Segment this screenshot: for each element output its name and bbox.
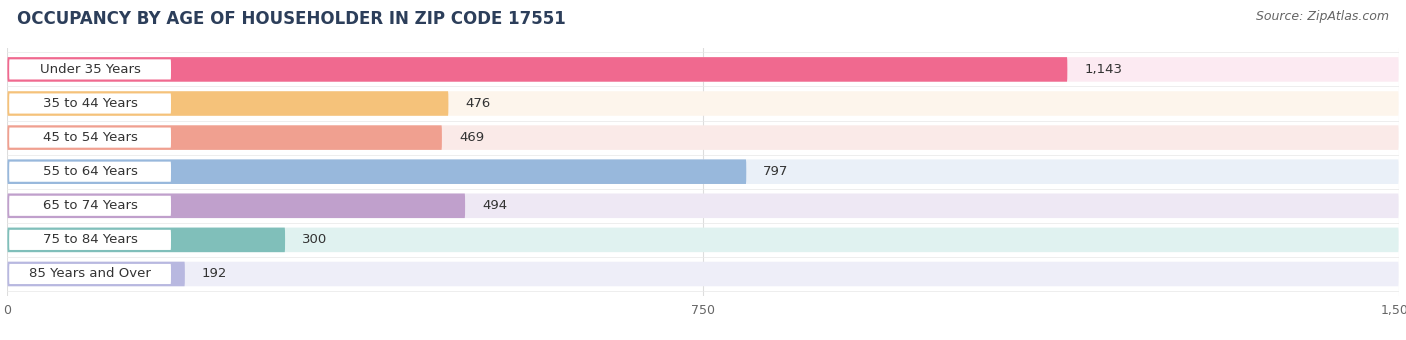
FancyBboxPatch shape — [7, 159, 747, 184]
FancyBboxPatch shape — [7, 91, 1399, 116]
FancyBboxPatch shape — [7, 125, 441, 150]
FancyBboxPatch shape — [7, 193, 465, 218]
FancyBboxPatch shape — [10, 196, 172, 216]
Text: Under 35 Years: Under 35 Years — [39, 63, 141, 76]
Text: OCCUPANCY BY AGE OF HOUSEHOLDER IN ZIP CODE 17551: OCCUPANCY BY AGE OF HOUSEHOLDER IN ZIP C… — [17, 10, 565, 28]
Text: 192: 192 — [202, 268, 228, 280]
Text: 85 Years and Over: 85 Years and Over — [30, 268, 150, 280]
Text: 1,143: 1,143 — [1084, 63, 1122, 76]
Text: 75 to 84 Years: 75 to 84 Years — [42, 233, 138, 246]
FancyBboxPatch shape — [10, 230, 172, 250]
FancyBboxPatch shape — [7, 125, 1399, 150]
Text: 35 to 44 Years: 35 to 44 Years — [42, 97, 138, 110]
Text: 65 to 74 Years: 65 to 74 Years — [42, 199, 138, 212]
FancyBboxPatch shape — [10, 128, 172, 148]
FancyBboxPatch shape — [10, 264, 172, 284]
FancyBboxPatch shape — [10, 162, 172, 182]
FancyBboxPatch shape — [7, 91, 449, 116]
FancyBboxPatch shape — [7, 227, 285, 252]
FancyBboxPatch shape — [7, 193, 1399, 218]
Text: 797: 797 — [763, 165, 789, 178]
Text: 494: 494 — [482, 199, 508, 212]
Text: Source: ZipAtlas.com: Source: ZipAtlas.com — [1256, 10, 1389, 23]
Text: 469: 469 — [458, 131, 484, 144]
FancyBboxPatch shape — [7, 159, 1399, 184]
FancyBboxPatch shape — [10, 94, 172, 114]
Text: 55 to 64 Years: 55 to 64 Years — [42, 165, 138, 178]
FancyBboxPatch shape — [10, 59, 172, 80]
FancyBboxPatch shape — [7, 57, 1067, 82]
FancyBboxPatch shape — [7, 227, 1399, 252]
FancyBboxPatch shape — [7, 57, 1399, 82]
FancyBboxPatch shape — [7, 262, 184, 286]
Text: 300: 300 — [302, 233, 328, 246]
FancyBboxPatch shape — [7, 262, 1399, 286]
Text: 45 to 54 Years: 45 to 54 Years — [42, 131, 138, 144]
Text: 476: 476 — [465, 97, 491, 110]
